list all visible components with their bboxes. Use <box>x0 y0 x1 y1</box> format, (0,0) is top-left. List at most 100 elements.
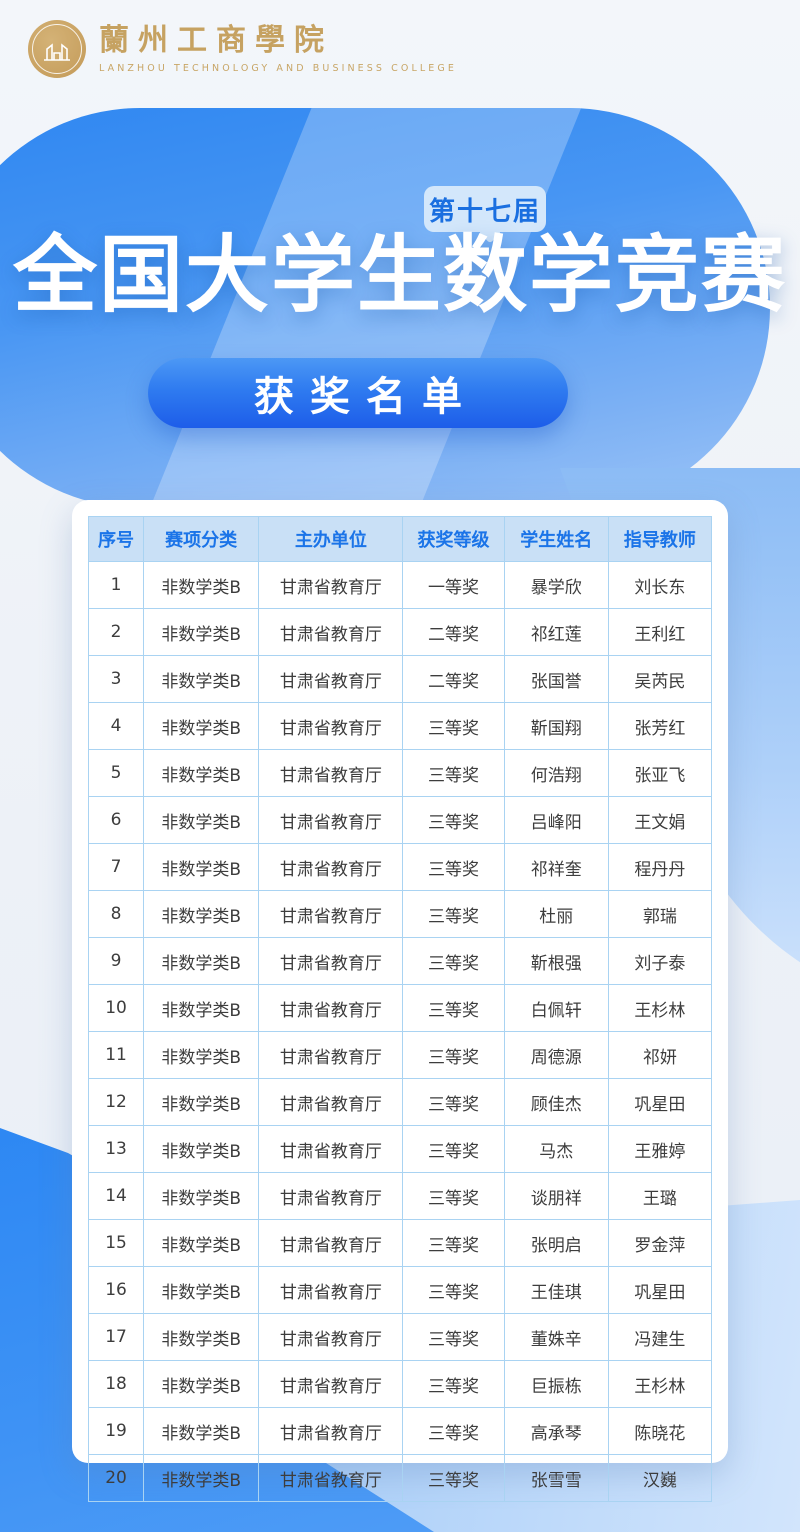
header-award: 获奖等级 <box>402 516 505 562</box>
cell-student: 马杰 <box>503 1125 609 1173</box>
cell-teacher: 张亚飞 <box>607 749 713 797</box>
header-no: 序号 <box>87 516 145 562</box>
cell-category: 非数学类B <box>143 890 260 938</box>
cell-organizer: 甘肃省教育厅 <box>258 702 404 750</box>
cell-organizer: 甘肃省教育厅 <box>258 843 404 891</box>
cell-category: 非数学类B <box>143 1031 260 1079</box>
cell-student: 巨振栋 <box>503 1360 609 1408</box>
cell-student: 张雪雪 <box>503 1454 609 1502</box>
background-blob <box>0 108 770 508</box>
cell-category: 非数学类B <box>143 937 260 985</box>
cell-no: 10 <box>87 984 145 1032</box>
cell-no: 16 <box>87 1266 145 1314</box>
cell-teacher: 巩星田 <box>607 1266 713 1314</box>
table-row: 19 非数学类B 甘肃省教育厅 三等奖 高承琴 陈晓花 <box>87 1407 713 1455</box>
cell-teacher: 祁妍 <box>607 1031 713 1079</box>
cell-organizer: 甘肃省教育厅 <box>258 1125 404 1173</box>
college-name-zh: 蘭州工商學院 <box>99 23 333 59</box>
cell-student: 靳国翔 <box>503 702 609 750</box>
cell-teacher: 陈晓花 <box>607 1407 713 1455</box>
cell-award: 三等奖 <box>402 1407 505 1455</box>
pavilion-icon <box>44 43 70 61</box>
cell-teacher: 王雅婷 <box>607 1125 713 1173</box>
cell-category: 非数学类B <box>143 1360 260 1408</box>
cell-award: 三等奖 <box>402 1172 505 1220</box>
cell-category: 非数学类B <box>143 1407 260 1455</box>
cell-no: 11 <box>87 1031 145 1079</box>
table-row: 16 非数学类B 甘肃省教育厅 三等奖 王佳琪 巩星田 <box>87 1266 713 1314</box>
cell-category: 非数学类B <box>143 843 260 891</box>
cell-category: 非数学类B <box>143 608 260 656</box>
cell-organizer: 甘肃省教育厅 <box>258 937 404 985</box>
table-row: 2 非数学类B 甘肃省教育厅 二等奖 祁红莲 王利红 <box>87 608 713 656</box>
table-row: 12 非数学类B 甘肃省教育厅 三等奖 顾佳杰 巩星田 <box>87 1078 713 1126</box>
cell-teacher: 汉巍 <box>607 1454 713 1502</box>
cell-award: 一等奖 <box>402 561 505 609</box>
table-row: 13 非数学类B 甘肃省教育厅 三等奖 马杰 王雅婷 <box>87 1125 713 1173</box>
cell-organizer: 甘肃省教育厅 <box>258 608 404 656</box>
cell-student: 祁祥奎 <box>503 843 609 891</box>
cell-teacher: 罗金萍 <box>607 1219 713 1267</box>
cell-teacher: 王文娟 <box>607 796 713 844</box>
cell-award: 三等奖 <box>402 749 505 797</box>
cell-category: 非数学类B <box>143 561 260 609</box>
cell-no: 15 <box>87 1219 145 1267</box>
table-header-row: 序号 赛项分类 主办单位 获奖等级 学生姓名 指导教师 <box>87 516 713 562</box>
cell-no: 14 <box>87 1172 145 1220</box>
cell-organizer: 甘肃省教育厅 <box>258 1078 404 1126</box>
cell-teacher: 程丹丹 <box>607 843 713 891</box>
cell-award: 二等奖 <box>402 608 505 656</box>
cell-student: 董姝辛 <box>503 1313 609 1361</box>
table-row: 1 非数学类B 甘肃省教育厅 一等奖 暴学欣 刘长东 <box>87 561 713 609</box>
cell-organizer: 甘肃省教育厅 <box>258 1031 404 1079</box>
header-organizer: 主办单位 <box>258 516 404 562</box>
cell-student: 何浩翔 <box>503 749 609 797</box>
cell-teacher: 郭瑞 <box>607 890 713 938</box>
cell-category: 非数学类B <box>143 1125 260 1173</box>
cell-organizer: 甘肃省教育厅 <box>258 655 404 703</box>
cell-no: 18 <box>87 1360 145 1408</box>
table-row: 14 非数学类B 甘肃省教育厅 三等奖 谈朋祥 王璐 <box>87 1172 713 1220</box>
cell-organizer: 甘肃省教育厅 <box>258 1219 404 1267</box>
table-row: 15 非数学类B 甘肃省教育厅 三等奖 张明启 罗金萍 <box>87 1219 713 1267</box>
cell-organizer: 甘肃省教育厅 <box>258 749 404 797</box>
award-list-pill: 获奖名单 <box>148 358 568 428</box>
cell-student: 杜丽 <box>503 890 609 938</box>
cell-organizer: 甘肃省教育厅 <box>258 1313 404 1361</box>
cell-award: 三等奖 <box>402 1031 505 1079</box>
cell-teacher: 冯建生 <box>607 1313 713 1361</box>
cell-award: 三等奖 <box>402 1313 505 1361</box>
cell-organizer: 甘肃省教育厅 <box>258 1360 404 1408</box>
table-row: 3 非数学类B 甘肃省教育厅 二等奖 张国誉 吴芮民 <box>87 655 713 703</box>
cell-student: 靳根强 <box>503 937 609 985</box>
cell-award: 三等奖 <box>402 702 505 750</box>
table-row: 9 非数学类B 甘肃省教育厅 三等奖 靳根强 刘子泰 <box>87 937 713 985</box>
cell-no: 7 <box>87 843 145 891</box>
table-row: 6 非数学类B 甘肃省教育厅 三等奖 吕峰阳 王文娟 <box>87 796 713 844</box>
table-row: 18 非数学类B 甘肃省教育厅 三等奖 巨振栋 王杉林 <box>87 1360 713 1408</box>
cell-category: 非数学类B <box>143 1219 260 1267</box>
cell-award: 三等奖 <box>402 1219 505 1267</box>
cell-organizer: 甘肃省教育厅 <box>258 890 404 938</box>
table-row: 4 非数学类B 甘肃省教育厅 三等奖 靳国翔 张芳红 <box>87 702 713 750</box>
cell-organizer: 甘肃省教育厅 <box>258 1454 404 1502</box>
cell-no: 2 <box>87 608 145 656</box>
table-row: 11 非数学类B 甘肃省教育厅 三等奖 周德源 祁妍 <box>87 1031 713 1079</box>
cell-no: 8 <box>87 890 145 938</box>
cell-award: 三等奖 <box>402 937 505 985</box>
cell-no: 13 <box>87 1125 145 1173</box>
college-seal-icon <box>28 20 86 78</box>
award-table: 序号 赛项分类 主办单位 获奖等级 学生姓名 指导教师 1 非数学类B 甘肃省教育厅… <box>87 516 713 1502</box>
header-category: 赛项分类 <box>143 516 260 562</box>
cell-organizer: 甘肃省教育厅 <box>258 1172 404 1220</box>
cell-student: 祁红莲 <box>503 608 609 656</box>
header-teacher: 指导教师 <box>607 516 713 562</box>
cell-student: 谈朋祥 <box>503 1172 609 1220</box>
cell-no: 6 <box>87 796 145 844</box>
cell-category: 非数学类B <box>143 702 260 750</box>
cell-award: 三等奖 <box>402 796 505 844</box>
college-logo: 蘭州工商學院 LANZHOU TECHNOLOGY AND BUSINESS C… <box>28 20 457 78</box>
cell-no: 19 <box>87 1407 145 1455</box>
cell-student: 张明启 <box>503 1219 609 1267</box>
